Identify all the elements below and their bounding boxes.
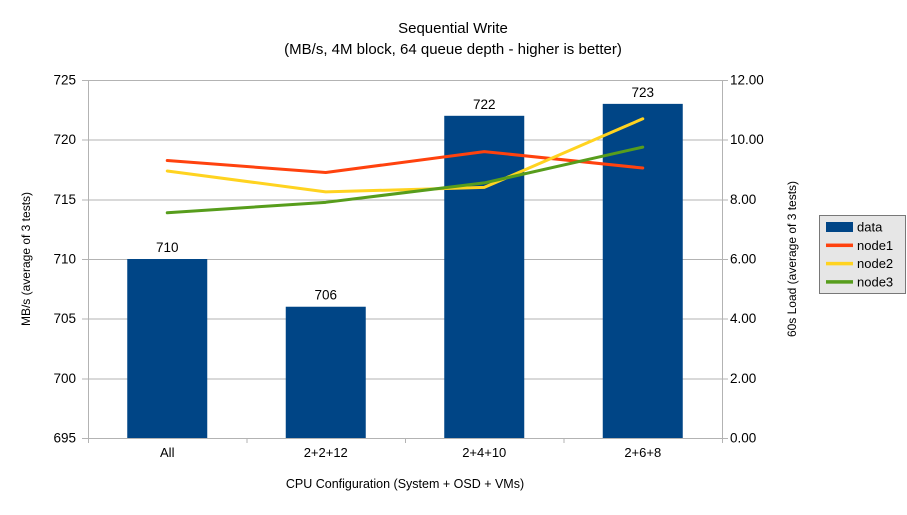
x-axis-category-label: 2+6+8: [624, 445, 661, 460]
legend-label-data: data: [857, 220, 883, 235]
left-axis-tick-label: 720: [53, 132, 76, 147]
right-axis-tick-label: 2.00: [730, 371, 756, 386]
left-axis-title: MB/s (average of 3 tests): [19, 192, 33, 326]
right-axis-tick-label: 6.00: [730, 252, 756, 267]
bar-2+6+8: [602, 103, 683, 438]
left-axis-tick-label: 705: [53, 311, 76, 326]
left-axis-tick-label: 695: [53, 431, 76, 446]
bar-All: [127, 259, 208, 438]
legend-swatch-node2: [826, 261, 853, 266]
left-axis-tick-label: 700: [53, 371, 76, 386]
legend-label-node3: node3: [857, 274, 893, 289]
legend-swatch-node3: [826, 280, 853, 284]
line-layer: [165, 117, 645, 215]
line-series-node2: [165, 117, 645, 194]
chart-title-line2: (MB/s, 4M block, 64 queue depth - higher…: [284, 41, 622, 58]
legend-label-node1: node1: [857, 238, 893, 253]
bar-value-label: 723: [631, 85, 654, 100]
legend-swatch-data: [826, 222, 853, 232]
left-axis-tick-label: 725: [53, 73, 76, 88]
x-axis-category-label: 2+4+10: [462, 445, 506, 460]
right-axis-tick-label: 12.00: [730, 73, 764, 88]
x-axis-category-label: All: [160, 445, 175, 460]
right-axis-tick-label: 8.00: [730, 192, 756, 207]
left-axis-tick-label: 710: [53, 252, 76, 267]
bar-layer: 710 706 722 723: [127, 85, 683, 439]
right-axis-title: 60s Load (average of 3 tests): [785, 181, 799, 337]
legend-swatch-node1: [826, 243, 853, 248]
right-axis-tick-label: 0.00: [730, 431, 756, 446]
axis-layer: [82, 80, 728, 443]
bar-value-label: 706: [314, 288, 337, 303]
right-axis-tick-label: 4.00: [730, 311, 756, 326]
chart-title-line1: Sequential Write: [398, 20, 508, 37]
legend-label-node2: node2: [857, 256, 893, 271]
line-series-node3: [165, 145, 645, 215]
bar-2+2+12: [285, 306, 366, 438]
left-axis-tick-label: 715: [53, 192, 76, 207]
bar-value-label: 710: [156, 240, 179, 255]
bar-value-label: 722: [473, 97, 496, 112]
x-axis-category-label: 2+2+12: [304, 445, 348, 460]
bar-2+4+10: [444, 115, 525, 439]
legend: data node1 node2 node3: [819, 215, 906, 294]
right-axis-tick-label: 10.00: [730, 132, 764, 147]
axis-label-layer: 695 700 705 710 715 720 725 0.00 2.00 4.00 6.00 8.0…: [53, 73, 763, 461]
x-axis-title: CPU Configuration (System + OSD + VMs): [286, 477, 524, 491]
line-series-node1: [165, 150, 645, 174]
